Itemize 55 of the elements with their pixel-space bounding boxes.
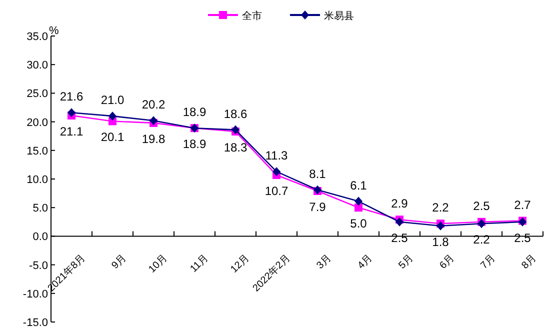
data-label: 21.1 [60, 124, 84, 139]
data-label: 18.6 [224, 106, 248, 121]
point [354, 204, 362, 212]
data-label: 2.7 [514, 198, 532, 212]
point [436, 221, 444, 230]
x-tick-label: 4月 [356, 252, 375, 272]
data-label: 18.9 [182, 137, 206, 152]
point [68, 108, 76, 118]
x-tick-label: 9月 [110, 252, 129, 272]
data-label: 2.2 [432, 200, 450, 215]
data-label: 21.6 [60, 90, 84, 104]
y-tick-label: -10.0 [22, 288, 48, 300]
x-tick-label: 3月 [314, 252, 334, 272]
point [478, 219, 486, 228]
point [272, 167, 280, 176]
point [232, 125, 240, 134]
point [108, 112, 116, 121]
data-label: 21.0 [100, 93, 124, 108]
x-tick-label: 6月 [438, 252, 457, 272]
y-tick-label: 0.0 [32, 231, 48, 244]
point [354, 196, 362, 206]
x-tick-label: 8月 [520, 252, 539, 272]
data-label: 1.8 [432, 234, 450, 249]
y-tick-label: 15.0 [26, 145, 48, 158]
data-label: 20.1 [100, 130, 124, 144]
point [150, 116, 158, 126]
data-label: 5.0 [350, 216, 368, 231]
x-tick-label: 10月 [146, 252, 170, 276]
data-label: 11.3 [265, 148, 288, 163]
data-label: 2.5 [473, 198, 490, 213]
y-tick-label: 30.0 [26, 60, 48, 72]
data-label: 8.1 [309, 166, 326, 181]
data-label: 19.8 [142, 132, 166, 146]
data-label: 2.9 [391, 196, 408, 211]
x-tick-label: 12月 [228, 252, 252, 276]
y-tick-label: 20.0 [26, 116, 48, 129]
y-tick-label: 5.0 [32, 202, 48, 215]
y-tick-label: 35.0 [26, 31, 48, 43]
point [396, 217, 404, 226]
legend-label: 全市 [242, 10, 262, 22]
data-label: 20.2 [142, 98, 166, 112]
x-tick-label: 7月 [478, 252, 498, 272]
x-tick-label: 5月 [396, 252, 416, 272]
x-tick-label: 11月 [188, 252, 211, 275]
y-tick-label: -15.0 [22, 317, 48, 329]
y-tick-label: -5.0 [29, 260, 48, 272]
data-label: 10.7 [264, 184, 288, 198]
y-tick-label: 25.0 [26, 88, 48, 100]
legend-label: 米易县 [324, 10, 354, 22]
y-axis-title: % [49, 25, 59, 37]
data-label: 6.1 [350, 178, 368, 192]
data-label: 7.9 [309, 200, 326, 214]
y-tick-label: 10.0 [26, 174, 48, 186]
data-label: 18.9 [182, 105, 206, 120]
data-label: 18.3 [224, 140, 248, 155]
